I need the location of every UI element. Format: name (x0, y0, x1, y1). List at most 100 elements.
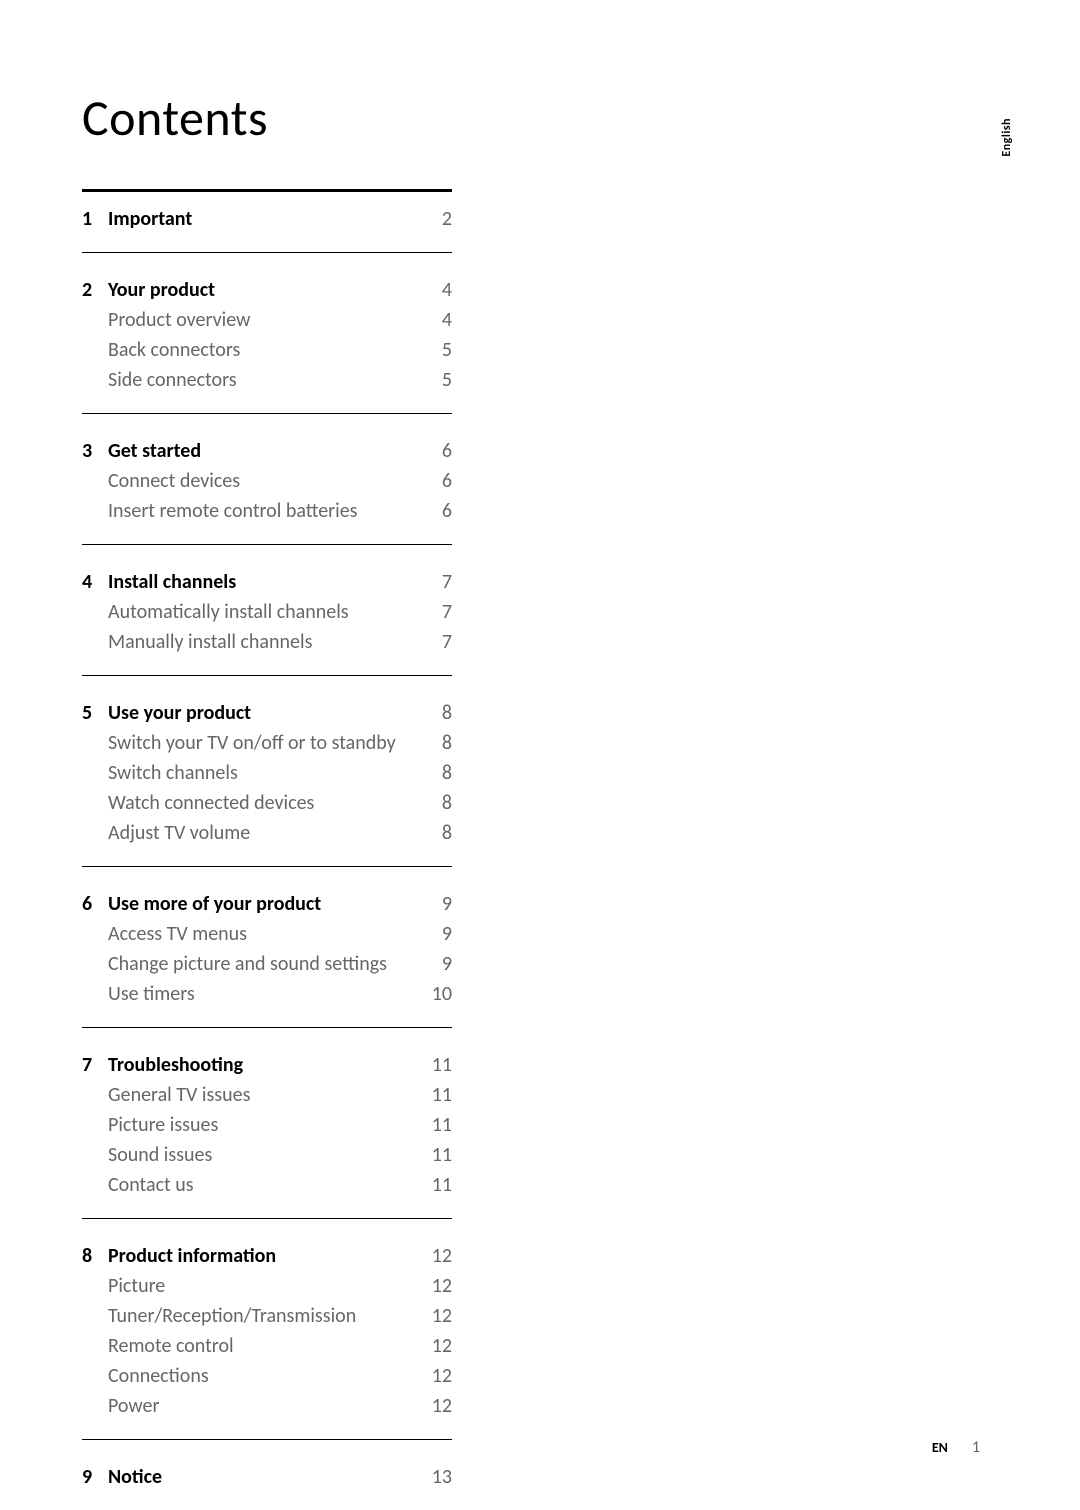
toc-section-5: 5 Use your product 8 Switch your TV on/o… (82, 686, 452, 867)
toc-heading-row[interactable]: 4 Install channels 7 (82, 567, 452, 597)
page-number: 5 (418, 365, 452, 395)
page-footer: EN 1 (932, 1438, 980, 1457)
page-number: 11 (418, 1050, 452, 1080)
toc-sub-row[interactable]: Product overview 4 (82, 305, 452, 335)
toc-heading-row[interactable]: 8 Product information 12 (82, 1241, 452, 1271)
page-number: 11 (418, 1110, 452, 1140)
toc-sub-row[interactable]: Contact us 11 (82, 1170, 452, 1200)
page-number: 6 (418, 496, 452, 526)
toc-sub-row[interactable]: Remote control 12 (82, 1331, 452, 1361)
sub-label: General TV issues (108, 1080, 418, 1110)
toc-sub-row[interactable]: Picture 12 (82, 1271, 452, 1301)
sub-label: Sound issues (108, 1140, 418, 1170)
toc-heading-row[interactable]: 3 Get started 6 (82, 436, 452, 466)
footer-page-number: 1 (972, 1438, 980, 1457)
language-tab: English (1000, 118, 1014, 157)
sub-label: Manually install channels (108, 627, 418, 657)
sub-label: Tuner/Reception/Transmission (108, 1301, 418, 1331)
toc-sub-row[interactable]: Change picture and sound settings 9 (82, 949, 452, 979)
page-number: 7 (418, 597, 452, 627)
sub-label: Back connectors (108, 335, 418, 365)
toc-sub-row[interactable]: Manually install channels 7 (82, 627, 452, 657)
page-number: 12 (418, 1361, 452, 1391)
sub-label: Switch channels (108, 758, 418, 788)
page-number: 9 (418, 949, 452, 979)
page-number: 11 (418, 1140, 452, 1170)
contents-title: Contents (82, 88, 980, 149)
toc-sub-row[interactable]: Picture issues 11 (82, 1110, 452, 1140)
section-heading: Use your product (108, 698, 418, 728)
toc-sub-row[interactable]: Sound issues 11 (82, 1140, 452, 1170)
page-number: 8 (418, 698, 452, 728)
page-number: 8 (418, 788, 452, 818)
sub-label: Side connectors (108, 365, 418, 395)
page-number: 7 (418, 567, 452, 597)
page-number: 4 (418, 305, 452, 335)
toc-section-1: 1 Important 2 (82, 192, 452, 253)
toc-heading-row[interactable]: 2 Your product 4 (82, 275, 452, 305)
page-number: 8 (418, 728, 452, 758)
toc-section-3: 3 Get started 6 Connect devices 6 Insert… (82, 424, 452, 545)
section-number: 6 (82, 889, 108, 919)
toc-sub-row[interactable]: Back connectors 5 (82, 335, 452, 365)
toc-section-8: 8 Product information 12 Picture 12 Tune… (82, 1229, 452, 1440)
toc-sub-row[interactable]: Switch your TV on/off or to standby 8 (82, 728, 452, 758)
toc-heading-row[interactable]: 6 Use more of your product 9 (82, 889, 452, 919)
sub-label: Contact us (108, 1170, 418, 1200)
page-number: 10 (418, 979, 452, 1009)
toc-sub-row[interactable]: Side connectors 5 (82, 365, 452, 395)
toc-sub-row[interactable]: Connect devices 6 (82, 466, 452, 496)
section-number: 8 (82, 1241, 108, 1271)
toc-sub-row[interactable]: Insert remote control batteries 6 (82, 496, 452, 526)
sub-label: Access TV menus (108, 919, 418, 949)
toc-section-7: 7 Troubleshooting 11 General TV issues 1… (82, 1038, 452, 1219)
sub-label: Product overview (108, 305, 418, 335)
page-number: 2 (418, 204, 452, 234)
page-number: 9 (418, 919, 452, 949)
sub-label: Connect devices (108, 466, 418, 496)
toc-sub-row[interactable]: General TV issues 11 (82, 1080, 452, 1110)
sub-label: Power (108, 1391, 418, 1421)
sub-label: Connections (108, 1361, 418, 1391)
toc-heading-row[interactable]: 7 Troubleshooting 11 (82, 1050, 452, 1080)
section-heading: Notice (108, 1462, 418, 1492)
sub-label: Use timers (108, 979, 418, 1009)
section-number: 3 (82, 436, 108, 466)
toc-sub-row[interactable]: Switch channels 8 (82, 758, 452, 788)
sub-label: Watch connected devices (108, 788, 418, 818)
toc-sub-row[interactable]: Adjust TV volume 8 (82, 818, 452, 848)
toc-sub-row[interactable]: Use timers 10 (82, 979, 452, 1009)
toc-heading-row[interactable]: 1 Important 2 (82, 204, 452, 234)
section-number: 1 (82, 204, 108, 234)
section-number: 9 (82, 1462, 108, 1492)
toc-sub-row[interactable]: Power 12 (82, 1391, 452, 1421)
toc-sub-row[interactable]: Watch connected devices 8 (82, 788, 452, 818)
page-number: 12 (418, 1241, 452, 1271)
section-number: 2 (82, 275, 108, 305)
section-heading: Your product (108, 275, 418, 305)
toc-section-2: 2 Your product 4 Product overview 4 Back… (82, 263, 452, 414)
toc-heading-row[interactable]: 5 Use your product 8 (82, 698, 452, 728)
page-number: 4 (418, 275, 452, 305)
sub-label: Adjust TV volume (108, 818, 418, 848)
toc-sub-row[interactable]: Connections 12 (82, 1361, 452, 1391)
page-number: 6 (418, 436, 452, 466)
page-number: 5 (418, 335, 452, 365)
section-heading: Troubleshooting (108, 1050, 418, 1080)
sub-label: Remote control (108, 1331, 418, 1361)
section-heading: Important (108, 204, 418, 234)
section-heading: Install channels (108, 567, 418, 597)
section-number: 5 (82, 698, 108, 728)
page-number: 9 (418, 889, 452, 919)
page-number: 11 (418, 1170, 452, 1200)
sub-label: Switch your TV on/off or to standby (108, 728, 418, 758)
toc-sub-row[interactable]: Tuner/Reception/Transmission 12 (82, 1301, 452, 1331)
page-number: 7 (418, 627, 452, 657)
sub-label: Insert remote control batteries (108, 496, 418, 526)
footer-language: EN (932, 1439, 948, 1456)
toc-heading-row[interactable]: 9 Notice 13 (82, 1462, 452, 1492)
page-number: 12 (418, 1301, 452, 1331)
toc-sub-row[interactable]: Automatically install channels 7 (82, 597, 452, 627)
sub-label: Picture issues (108, 1110, 418, 1140)
toc-sub-row[interactable]: Access TV menus 9 (82, 919, 452, 949)
